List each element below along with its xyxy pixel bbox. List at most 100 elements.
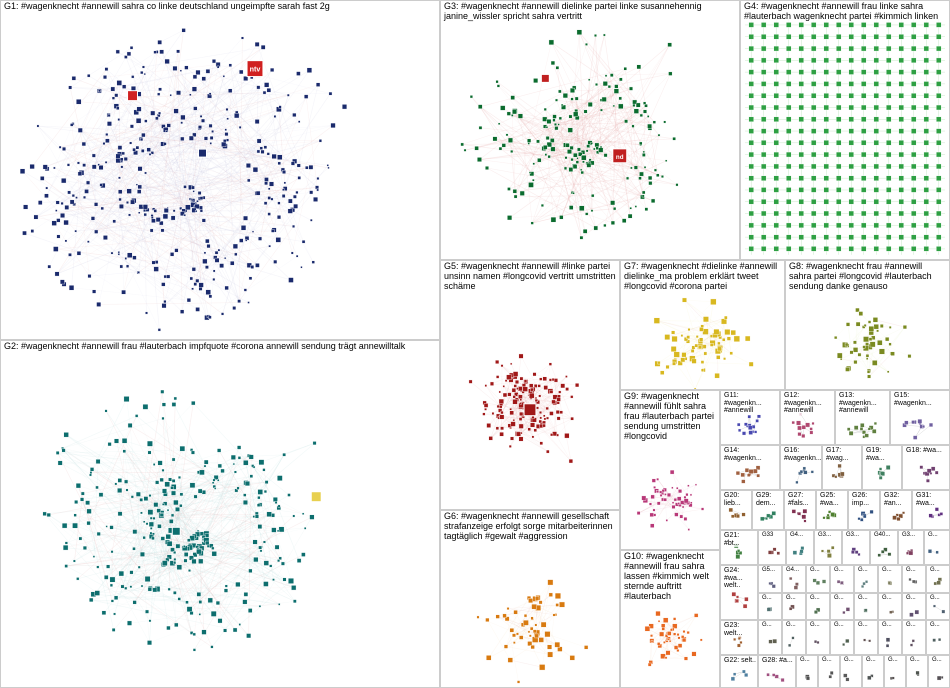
group-panel-G62[interactable]: G... [806,620,830,655]
group-panel-G33[interactable]: G33 [758,530,786,565]
group-panel-G72[interactable]: G... [840,655,862,688]
group-panel-G11[interactable]: G11: #wagenkn... #annewill [720,390,780,445]
group-title: G... [905,567,917,574]
group-panel-G24[interactable]: G24: #wa... welt.. [720,565,758,620]
group-panel-G56[interactable]: G... [902,593,926,620]
group-panel-G55[interactable]: G... [878,593,902,620]
group-panel-G17[interactable]: G17: #wag... [822,445,862,490]
group-title: G2: #wagenknecht #annewill frau #lauterb… [3,342,406,352]
group-panel-G39[interactable]: G... [924,530,950,565]
group-title: G... [881,567,893,574]
group-panel-G18[interactable]: G18: #wa... [902,445,950,490]
group-panel-G52[interactable]: G... [806,593,830,620]
group-panel-G54[interactable]: G... [854,593,878,620]
group-panel-G8[interactable]: G8: #wagenknecht frau #annewill sahra pa… [785,260,950,390]
group-title: G8: #wagenknecht frau #annewill sahra pa… [788,262,948,292]
group-panel-G14[interactable]: G14: #wagenkn... [720,445,780,490]
group-title: G3... [901,532,916,539]
group-panel-G31[interactable]: G31: #wa... [912,490,950,530]
group-panel-G64[interactable]: G... [854,620,878,655]
group-panel-G66[interactable]: G... [902,620,926,655]
group-panel-G53[interactable]: G... [830,593,854,620]
group-title: G... [881,622,893,629]
group-title: G... [909,657,921,664]
group-title: G4... [785,567,800,574]
group-title: G40... [873,532,891,539]
group-panel-G16[interactable]: G16: #wagenkn... [780,445,822,490]
group-panel-G61[interactable]: G... [782,620,806,655]
group-panel-G3[interactable]: G3: #wagenknecht #annewill dielinke part… [440,0,740,260]
group-panel-G27[interactable]: G27: #fals... [784,490,816,530]
group-panel-G29[interactable]: G29: dem... [752,490,784,530]
group-panel-G10[interactable]: G10: #wagenknecht #annewill frau sahra l… [620,550,720,688]
group-panel-G28[interactable]: G28: #a... [758,655,796,688]
group-title: G... [929,567,941,574]
group-panel-G47[interactable]: G... [926,565,950,593]
group-panel-G26[interactable]: G26: imp... [848,490,880,530]
group-panel-G20[interactable]: G20: lieb... [720,490,752,530]
group-title: G... [809,622,821,629]
network-graph: ntv [1,1,439,339]
group-title: G... [931,657,943,664]
group-title: G... [833,622,845,629]
group-panel-G75[interactable]: G... [906,655,928,688]
group-panel-G42[interactable]: G... [806,565,830,593]
group-panel-G12[interactable]: G12: #wagenkn... #annewill [780,390,835,445]
group-title: G... [929,622,941,629]
group-panel-G76[interactable]: G... [928,655,950,688]
group-panel-G35[interactable]: G3... [814,530,842,565]
group-panel-G63[interactable]: G... [830,620,854,655]
group-panel-G67[interactable]: G... [926,620,950,655]
group-panel-G45[interactable]: G... [878,565,902,593]
group-panel-G22[interactable]: G22: selt.. [720,655,758,688]
group-panel-G6[interactable]: G6: #wagenknecht #annewill gesellschaft … [440,510,620,688]
group-title: G19: #wa... [865,447,901,462]
group-panel-G44[interactable]: G... [854,565,878,593]
group-panel-G21[interactable]: G21: #bt... [720,530,758,565]
group-panel-G71[interactable]: G... [818,655,840,688]
group-title: G... [761,622,773,629]
group-title: G... [857,567,869,574]
group-panel-G74[interactable]: G... [884,655,906,688]
group-panel-G32[interactable]: G32: #an... [880,490,912,530]
group-title: G... [929,595,941,602]
group-panel-G57[interactable]: G... [926,593,950,620]
group-panel-G23[interactable]: G23: welt... [720,620,758,655]
group-title: G... [833,567,845,574]
group-title: G... [881,595,893,602]
group-title: G3: #wagenknecht #annewill dielinke part… [443,2,735,22]
group-panel-G73[interactable]: G... [862,655,884,688]
group-panel-G43[interactable]: G... [830,565,854,593]
group-panel-G36[interactable]: G3... [842,530,870,565]
group-panel-G19[interactable]: G19: #wa... [862,445,902,490]
group-panel-G60[interactable]: G... [758,620,782,655]
group-panel-G9[interactable]: G9: #wagenknecht #annewill fühlt sahra f… [620,390,720,550]
group-title: G... [809,595,821,602]
group-title: G20: lieb... [723,492,751,507]
group-panel-G7[interactable]: G7: #wagenknecht #dielinke #annewill die… [620,260,785,390]
group-panel-G34[interactable]: G4... [786,530,814,565]
group-panel-G65[interactable]: G... [878,620,902,655]
group-title: G9: #wagenknecht #annewill fühlt sahra f… [623,392,719,441]
group-panel-G38[interactable]: G3... [898,530,924,565]
group-panel-G40[interactable]: G5... [758,565,782,593]
group-title: G29: dem... [755,492,783,507]
group-title: G5: #wagenknecht #annewill #linke partei… [443,262,617,292]
group-panel-G41[interactable]: G4... [782,565,806,593]
group-title: G5... [761,567,776,574]
group-panel-G50[interactable]: G... [758,593,782,620]
network-graph: nd [441,1,739,259]
group-panel-G51[interactable]: G... [782,593,806,620]
group-panel-G25[interactable]: G25: #wa... [816,490,848,530]
group-title: G... [833,595,845,602]
group-panel-G2[interactable]: G2: #wagenknecht #annewill frau #lauterb… [0,340,440,688]
group-panel-G1[interactable]: G1: #wagenknecht #annewill sahra co link… [0,0,440,340]
group-panel-G46[interactable]: G... [902,565,926,593]
group-panel-G13[interactable]: G13: #wagenkn... #annewill [835,390,890,445]
group-panel-G4[interactable]: G4: #wagenknecht #annewill frau linke sa… [740,0,950,260]
group-panel-G5[interactable]: G5: #wagenknecht #annewill #linke partei… [440,260,620,510]
group-title: G... [927,532,939,539]
group-panel-G70[interactable]: G... [796,655,818,688]
group-panel-G15[interactable]: G15: #wagenkn... [890,390,950,445]
group-panel-G37[interactable]: G40... [870,530,898,565]
